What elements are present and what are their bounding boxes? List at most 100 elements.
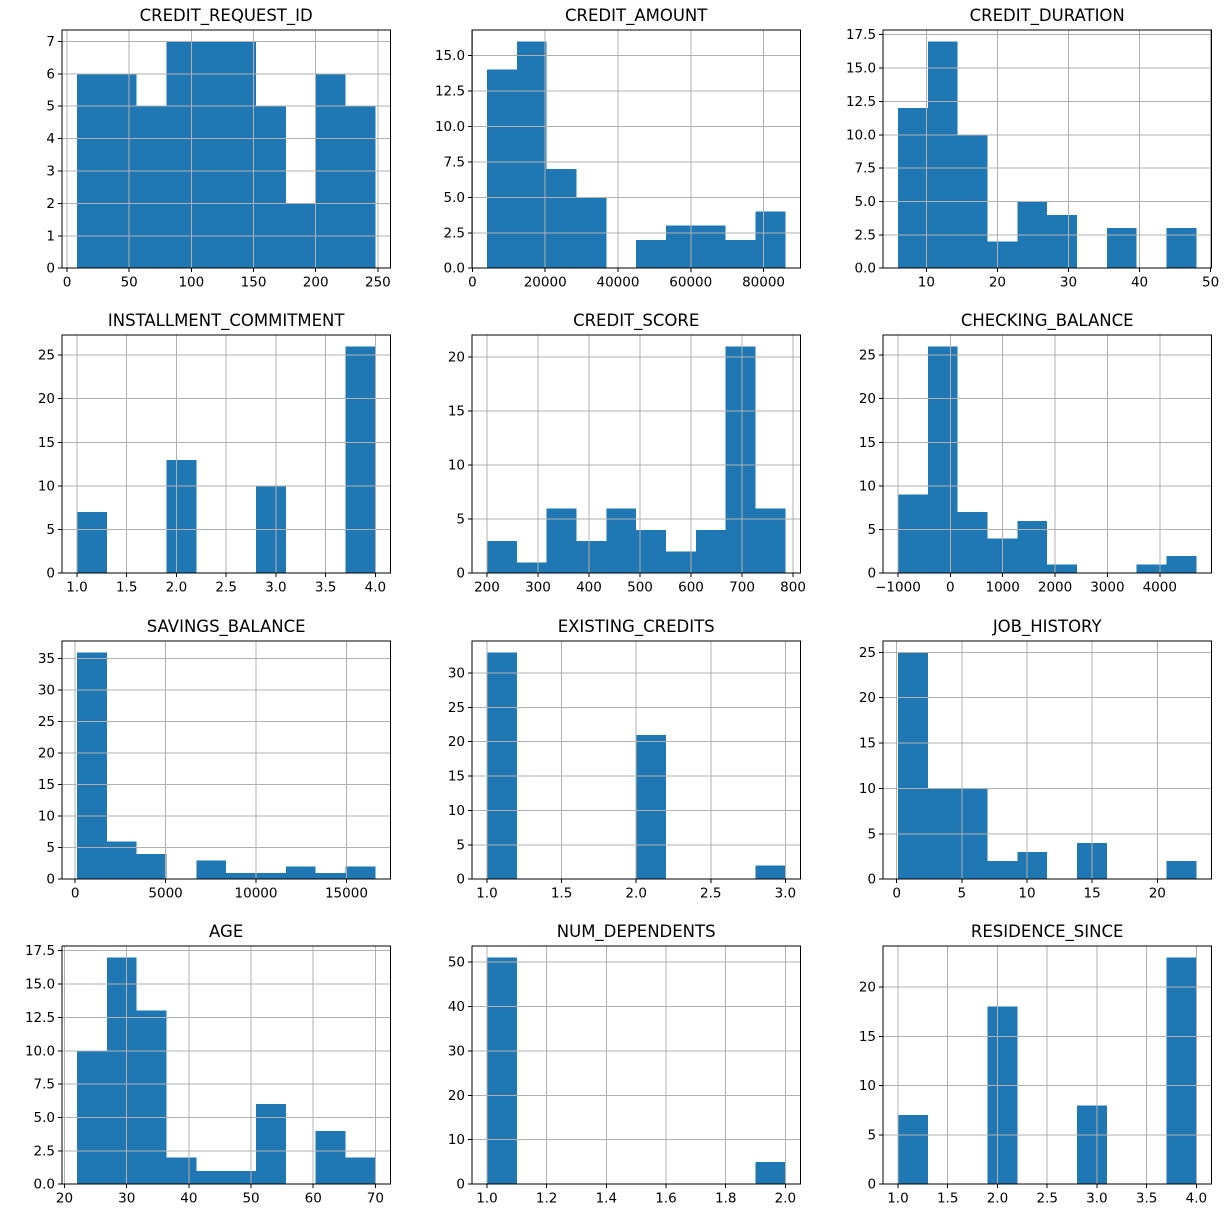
- bars: [76, 957, 376, 1184]
- histogram-bar: [546, 508, 577, 574]
- y-tick-label: 12.5: [435, 83, 465, 99]
- histogram-bar: [897, 1114, 928, 1184]
- y-tick-label: 12.5: [25, 1010, 55, 1026]
- x-tick-label: 250: [365, 275, 391, 291]
- subplot-canvas: 1.0 1.5 2.0 2.5 3.0 3.5 4.0 0 5 10 15 20 25 INSTALLME…: [38, 311, 391, 596]
- y-tick-label: 15: [859, 435, 876, 451]
- histogram-bar: [345, 866, 376, 879]
- x-tick-label: 40000: [597, 275, 640, 291]
- y-axis-labels: 0.0 2.5 5.0 7.5 10.0 12.5 15.0: [435, 48, 465, 277]
- grid-lines: [472, 640, 801, 880]
- histogram-bar: [1017, 521, 1047, 574]
- histogram-bar: [1136, 564, 1167, 574]
- y-tick-label: 0: [867, 1176, 876, 1192]
- histogram-bar: [1166, 957, 1197, 1184]
- y-tick-label: 15.0: [435, 48, 465, 64]
- histogram-bar: [76, 651, 107, 879]
- x-tick-label: 2.5: [700, 885, 721, 901]
- subplot-credit-duration: 10 20 30 40 50 0.0 2.5 5.0 7.5 10.0 12.5 15.0 17.5 CR…: [821, 0, 1231, 305]
- y-tick-label: 5.0: [854, 194, 875, 210]
- x-tick-label: 1.8: [715, 1190, 736, 1206]
- subplot-installment-commitment: 1.0 1.5 2.0 2.5 3.0 3.5 4.0 0 5 10 15 20 25 INSTALLME…: [0, 305, 410, 610]
- axis-ticks: [468, 356, 794, 578]
- grid-lines: [882, 945, 1211, 1185]
- histogram-bar: [755, 1161, 786, 1184]
- histogram-bar: [106, 840, 137, 879]
- x-tick-label: 40: [1131, 275, 1148, 291]
- y-tick-label: 5: [46, 840, 55, 856]
- histogram-bar: [136, 853, 167, 879]
- y-tick-label: 1: [46, 228, 55, 244]
- x-tick-label: 2.0: [166, 580, 187, 596]
- histogram-bar: [226, 41, 257, 269]
- y-tick-label: 5: [867, 1127, 876, 1143]
- x-tick-label: 1.6: [656, 1190, 677, 1206]
- y-tick-label: 30: [448, 665, 465, 681]
- histogram-bar: [546, 168, 577, 269]
- x-tick-label: 1.0: [477, 1190, 498, 1206]
- histogram-bar: [315, 872, 346, 879]
- y-axis-labels: 0.0 2.5 5.0 7.5 10.0 12.5 15.0 17.5: [25, 943, 55, 1193]
- subplot-title: RESIDENCE_SINCE: [971, 922, 1124, 942]
- y-tick-label: 15: [448, 768, 465, 784]
- y-axis-labels: 0 5 10 15 20 25: [38, 348, 55, 582]
- y-tick-label: 0.0: [444, 261, 465, 277]
- histogram-bar: [1166, 860, 1197, 879]
- x-tick-label: 4000: [1142, 580, 1176, 596]
- subplot-title: INSTALLMENT_COMMITMENT: [108, 311, 345, 331]
- subplot-title: JOB_HISTORY: [991, 617, 1102, 637]
- subplot-title: SAVINGS_BALANCE: [147, 617, 306, 637]
- histogram-bar: [226, 872, 257, 879]
- subplot-canvas: 200 300 400 500 600 700 800 0 5 10 15 20 CREDIT_SCOR…: [448, 311, 806, 596]
- grid-lines: [62, 945, 391, 1185]
- histogram-bar: [196, 1170, 227, 1184]
- histogram-bar: [256, 872, 286, 879]
- y-tick-label: 5: [457, 512, 466, 528]
- histogram-bar: [927, 346, 958, 574]
- x-tick-label: 60000: [670, 275, 713, 291]
- histogram-bar: [315, 1130, 346, 1184]
- axis-ticks: [58, 354, 376, 578]
- x-tick-label: 30: [1060, 275, 1077, 291]
- y-tick-label: 30: [38, 682, 55, 698]
- y-tick-label: 20: [448, 1088, 465, 1104]
- y-tick-label: 25: [859, 644, 876, 660]
- x-tick-label: 2.5: [1036, 1190, 1057, 1206]
- histogram-bar: [256, 1103, 286, 1184]
- x-tick-label: 200: [303, 275, 329, 291]
- x-axis-labels: 1.0 1.5 2.0 2.5 3.0 3.5 4.0: [887, 1190, 1207, 1206]
- subplot-canvas: 1.0 1.5 2.0 2.5 3.0 0 5 10 15 20 25 30 EXISTING_CRED…: [448, 617, 802, 901]
- histogram-bar: [696, 530, 727, 574]
- subplot-canvas: 10 20 30 40 50 0.0 2.5 5.0 7.5 10.0 12.5 15.0 17.5 CR…: [846, 6, 1219, 291]
- subplot-canvas: 0 5000 10000 15000 0 5 10 15 20 25 30 35 SAVINGS_BAL…: [38, 617, 391, 901]
- plot-border: [471, 29, 802, 269]
- x-tick-label: 1.5: [937, 1190, 958, 1206]
- x-tick-label: 40: [180, 1190, 197, 1206]
- x-tick-label: 200: [474, 580, 500, 596]
- bars: [897, 651, 1197, 879]
- axis-ticks: [468, 55, 765, 273]
- x-tick-label: 0: [468, 275, 477, 291]
- histogram-bar: [957, 512, 988, 574]
- histogram-bar: [196, 41, 227, 269]
- histogram-bar: [987, 860, 1018, 879]
- y-tick-label: 5: [457, 837, 466, 853]
- histogram-bar: [196, 859, 227, 879]
- plot-border: [61, 29, 391, 269]
- axis-ticks: [878, 986, 1197, 1188]
- y-tick-label: 30: [448, 1043, 465, 1059]
- y-tick-label: 0: [457, 566, 466, 582]
- histogram-bar: [897, 108, 928, 269]
- plot-border: [471, 945, 802, 1185]
- subplot-checking-balance: −1000 0 1000 2000 3000 4000 0 5 10 15 20 25 CHECKING…: [821, 305, 1231, 610]
- x-tick-label: 60: [305, 1190, 322, 1206]
- histogram-bar: [636, 530, 667, 574]
- subplot-title: CREDIT_SCORE: [573, 311, 699, 331]
- plot-border: [61, 945, 391, 1185]
- x-axis-labels: 1.0 1.2 1.4 1.6 1.8 2.0: [477, 1190, 797, 1206]
- y-tick-label: 50: [448, 954, 465, 970]
- subplot-canvas: −1000 0 1000 2000 3000 40000510152025CHECKING…: [859, 311, 1212, 596]
- x-tick-label: 10: [1018, 885, 1035, 901]
- y-tick-label: 4: [46, 131, 55, 147]
